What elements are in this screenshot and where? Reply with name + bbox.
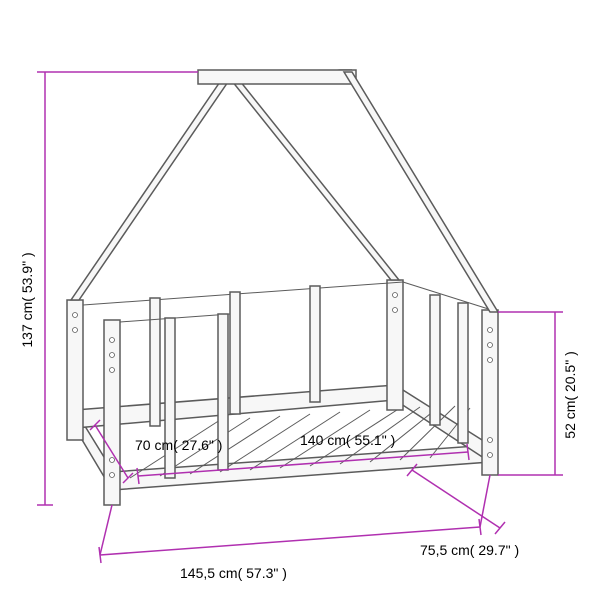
label-rail-height: 52 cm( 20.5" ) — [562, 351, 578, 438]
label-length-total: 145,5 cm( 57.3" ) — [180, 565, 287, 581]
label-inner-width: 70 cm( 27.6" ) — [135, 437, 222, 453]
label-height-total: 137 cm( 53.9" ) — [19, 252, 35, 347]
bed-frame-dimension-diagram: 137 cm( 53.9" ) 52 cm( 20.5" ) 145,5 cm(… — [0, 0, 600, 600]
product-illustration — [67, 70, 498, 505]
dim-width-total: 75,5 cm( 29.7" ) — [407, 464, 519, 558]
label-width-total: 75,5 cm( 29.7" ) — [420, 542, 519, 558]
label-inner-length: 140 cm( 55.1" ) — [300, 432, 395, 448]
dim-rail-height: 52 cm( 20.5" ) — [498, 312, 578, 475]
dim-length-total: 145,5 cm( 57.3" ) — [99, 475, 490, 581]
